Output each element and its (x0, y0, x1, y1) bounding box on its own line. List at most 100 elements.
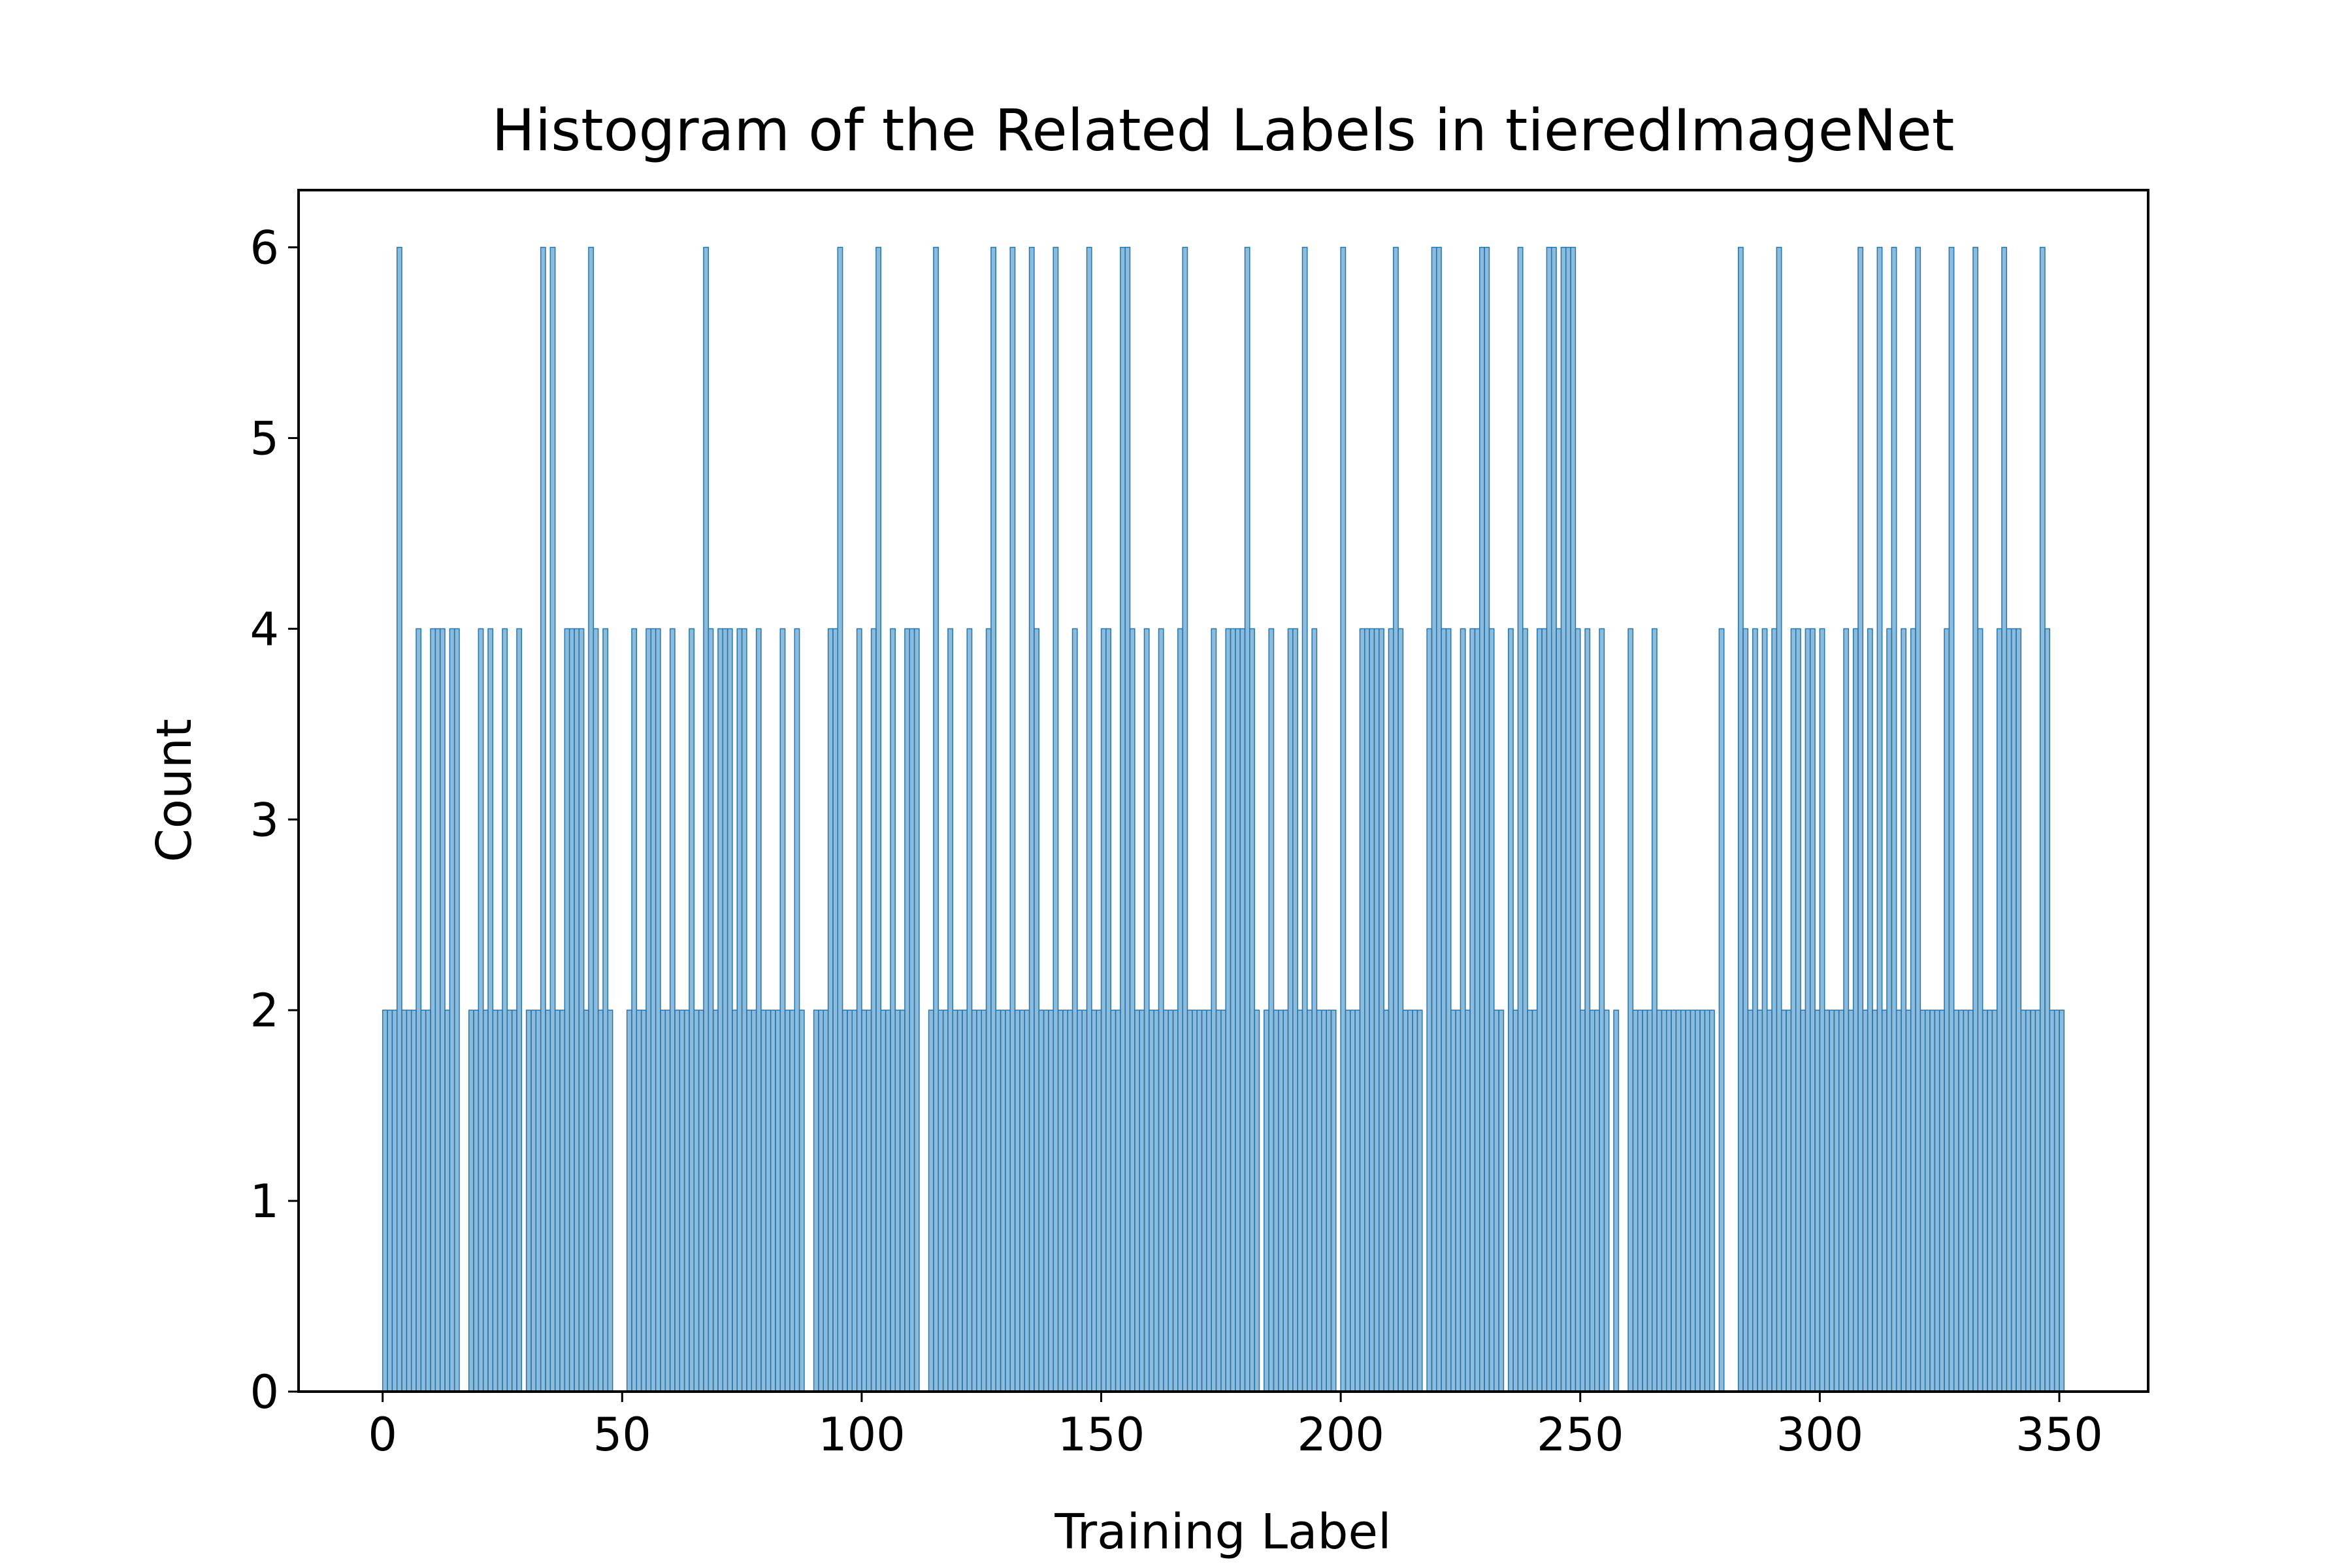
bar (1944, 628, 1950, 1392)
bar (1211, 628, 1217, 1392)
bar (1244, 246, 1250, 1392)
bar (1599, 628, 1605, 1392)
bar (1426, 628, 1433, 1392)
bar (2001, 246, 2008, 1392)
bar (1642, 1009, 1648, 1392)
bar (894, 1009, 901, 1392)
bar (1120, 246, 1126, 1392)
bar (1627, 628, 1634, 1392)
bar (1786, 1009, 1792, 1392)
bar (1479, 246, 1485, 1392)
x-tick-label: 100 (818, 1408, 906, 1462)
bar (689, 628, 695, 1392)
bar (1249, 628, 1255, 1392)
bar (444, 1009, 451, 1392)
bar (1153, 1009, 1160, 1392)
bar (1158, 628, 1164, 1392)
bar (535, 1009, 542, 1392)
bar (1100, 628, 1107, 1392)
bar (1110, 1009, 1117, 1392)
bar (1364, 628, 1370, 1392)
bar (823, 1009, 829, 1392)
axes-frame (297, 189, 2149, 1393)
bar (985, 628, 992, 1392)
bar (1168, 1009, 1174, 1392)
bar (1656, 1009, 1663, 1392)
bar (1048, 1009, 1054, 1392)
bar (626, 1009, 632, 1392)
bar (1455, 1009, 1462, 1392)
bar (1124, 246, 1131, 1392)
bar (1546, 246, 1552, 1392)
bar (1963, 1009, 1969, 1392)
bar (1067, 1009, 1073, 1392)
bar (1694, 1009, 1701, 1392)
bar (664, 1009, 671, 1392)
bar (511, 1009, 517, 1392)
bar (1776, 246, 1782, 1392)
bar (784, 1009, 791, 1392)
bar (1307, 1009, 1313, 1392)
bar (636, 1009, 642, 1392)
bar (1278, 1009, 1284, 1392)
bar (1484, 246, 1490, 1392)
bar (1809, 628, 1816, 1392)
bar (2044, 628, 2051, 1392)
bar (396, 246, 402, 1392)
bar (1675, 1009, 1682, 1392)
bar (1412, 1009, 1418, 1392)
bar (928, 1009, 934, 1392)
bar (837, 246, 843, 1392)
bar (880, 1009, 887, 1392)
bar (531, 1009, 537, 1392)
bar (976, 1009, 982, 1392)
bar (736, 628, 743, 1392)
bar (1115, 1009, 1121, 1392)
bar (1407, 1009, 1413, 1392)
bar (1009, 246, 1016, 1392)
bar (420, 1009, 427, 1392)
bar (1369, 628, 1375, 1392)
y-tick-label: 3 (250, 793, 279, 847)
bar (1665, 1009, 1672, 1392)
bar (607, 1009, 613, 1392)
bar (1795, 628, 1801, 1392)
bar (1301, 246, 1308, 1392)
bar (990, 246, 996, 1392)
bar (1522, 628, 1528, 1392)
bar (913, 628, 920, 1392)
bar (1570, 246, 1576, 1392)
bar (827, 628, 834, 1392)
bar (439, 628, 446, 1392)
bar (1915, 246, 1921, 1392)
bar (574, 628, 580, 1392)
bar (1292, 628, 1298, 1392)
bar (1196, 1009, 1203, 1392)
bar (1991, 1009, 1998, 1392)
bar (717, 628, 724, 1392)
bar (1632, 1009, 1639, 1392)
bar (1441, 628, 1447, 1392)
y-axis-label: Count (146, 719, 203, 862)
bar (1814, 1009, 1821, 1392)
bar (1024, 1009, 1030, 1392)
bar (890, 628, 896, 1392)
bar (1862, 1009, 1869, 1392)
bar (1541, 628, 1548, 1392)
bar (1848, 1009, 1854, 1392)
bars (382, 246, 2065, 1392)
bar (760, 1009, 767, 1392)
bar (832, 628, 839, 1392)
bar (645, 628, 652, 1392)
bar (1531, 1009, 1538, 1392)
bar (425, 1009, 431, 1392)
bar (1053, 246, 1059, 1392)
bar (1177, 628, 1183, 1392)
chart-title: Histogram of the Related Labels in tiere… (492, 97, 1955, 164)
bar (683, 1009, 690, 1392)
bar (588, 246, 595, 1392)
bar (1910, 628, 1916, 1392)
bar (387, 1009, 393, 1392)
bar (1264, 1009, 1269, 1392)
bar (631, 628, 638, 1392)
